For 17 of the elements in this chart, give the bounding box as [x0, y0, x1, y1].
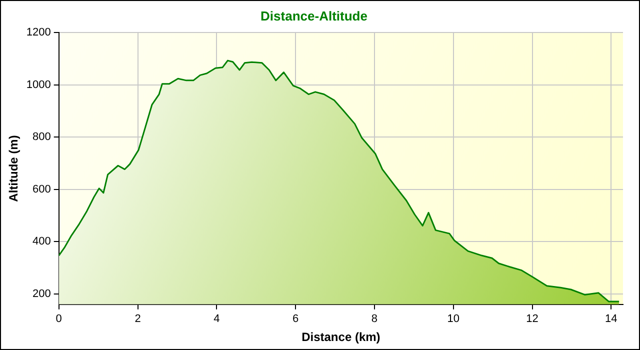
- x-axis-title: Distance (km): [302, 330, 380, 344]
- x-tick-label: 8: [371, 313, 378, 326]
- y-tick-label: 800: [32, 131, 51, 144]
- x-tick-label: 0: [56, 313, 62, 326]
- x-tick-label: 14: [605, 313, 618, 326]
- y-tick-label: 200: [32, 288, 51, 300]
- y-tick-label: 1000: [26, 78, 51, 91]
- y-tick-label: 1200: [26, 26, 51, 39]
- x-tick-label: 2: [134, 313, 141, 326]
- y-axis-title: Altitude (m): [6, 135, 21, 202]
- x-tick-label: 6: [292, 313, 299, 326]
- y-tick-label: 400: [32, 236, 51, 248]
- y-tick-label: 600: [32, 183, 51, 196]
- x-tick-label: 12: [526, 313, 538, 326]
- x-tick-label: 4: [214, 313, 220, 326]
- chart-title: Distance-Altitude: [260, 8, 368, 24]
- x-tick-label: 10: [447, 313, 460, 326]
